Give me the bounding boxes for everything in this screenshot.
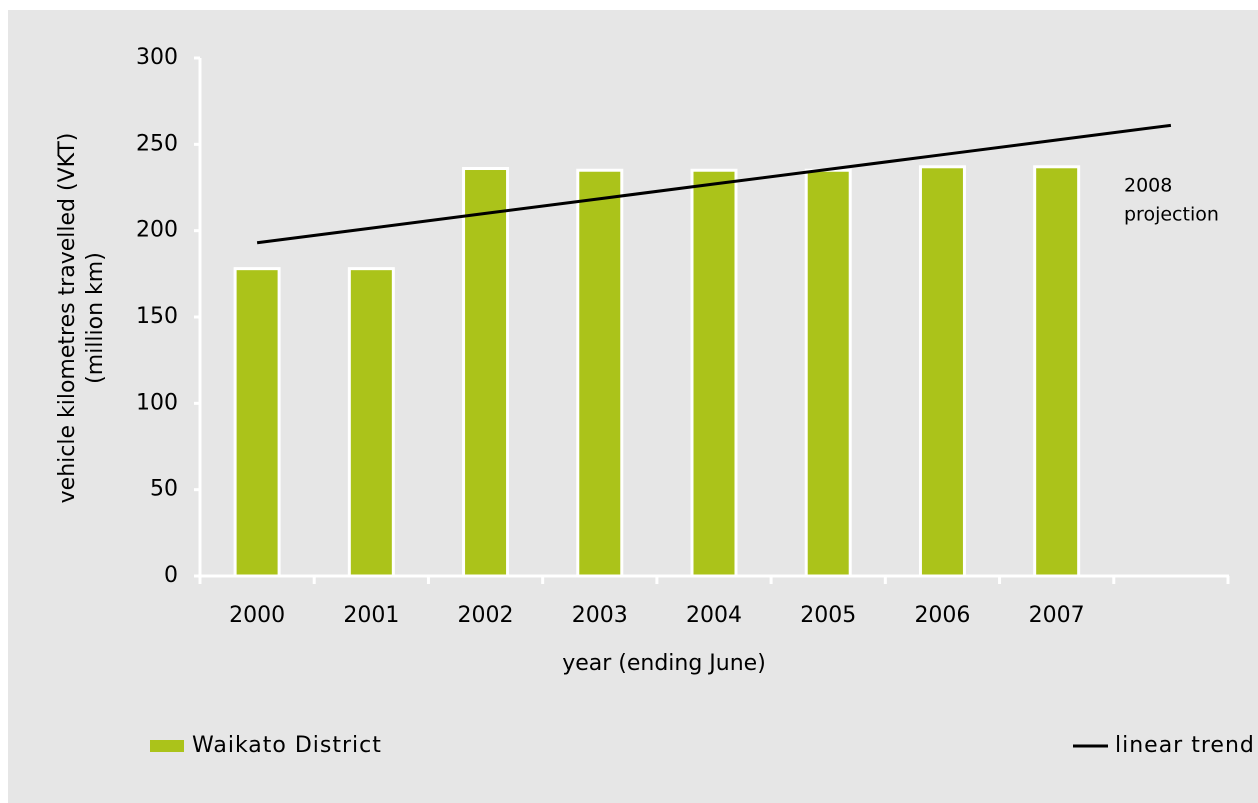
legend-label: Waikato District [192, 733, 382, 758]
y-axis-title: vehicle kilometres travelled (VKT) (mill… [55, 133, 108, 504]
x-tick-label: 2000 [229, 603, 285, 628]
x-tick-label: 2002 [458, 603, 514, 628]
y-tick-label: 0 [164, 563, 178, 588]
bar [690, 168, 738, 578]
x-tick-label: 2001 [343, 603, 399, 628]
x-axis-title: year (ending June) [562, 651, 766, 676]
x-tick-label: 2003 [572, 603, 628, 628]
y-axis-title-line: vehicle kilometres travelled (VKT) [55, 133, 80, 504]
x-tick-label: 2005 [800, 603, 856, 628]
bar [347, 267, 395, 578]
trend-line [256, 123, 1172, 245]
bar [462, 167, 510, 578]
y-axis-title-line: (million km) [83, 252, 108, 384]
x-tick-label: 2007 [1029, 603, 1085, 628]
y-tick-label: 250 [136, 131, 178, 156]
x-tick-label: 2004 [686, 603, 742, 628]
y-tick-label: 100 [136, 390, 178, 415]
bar [804, 168, 852, 578]
bar [918, 165, 966, 578]
annotation: projection [1124, 204, 1219, 226]
annotation: 2008 [1124, 175, 1172, 197]
x-tick-label: 2006 [914, 603, 970, 628]
y-tick-label: 150 [136, 304, 178, 329]
y-tick-label: 300 [136, 45, 178, 70]
bar [1033, 165, 1081, 578]
bar [576, 168, 624, 578]
y-tick-label: 200 [136, 218, 178, 243]
legend-label: linear trend with projection [1115, 733, 1258, 758]
bar [233, 267, 281, 578]
legend-swatch [150, 740, 184, 752]
y-tick-label: 50 [150, 477, 178, 502]
